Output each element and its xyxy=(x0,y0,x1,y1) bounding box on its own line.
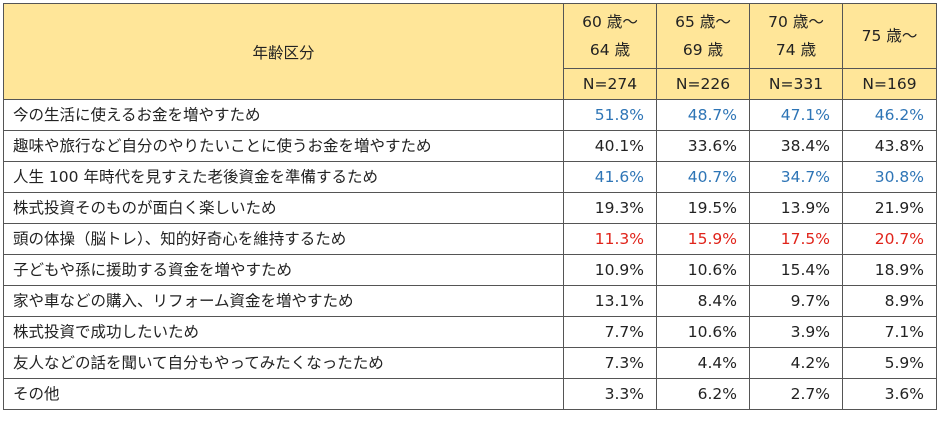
age-line2: 64 歳 xyxy=(589,41,631,59)
table-body: 今の生活に使えるお金を増やすため 51.8% 48.7% 47.1% 46.2% 趣味や旅… xyxy=(3,99,937,410)
value-cell: 48.7% xyxy=(656,99,750,131)
value-cell: 4.2% xyxy=(749,347,843,379)
header-age-70-74: 70 歳〜 74 歳 xyxy=(749,3,843,69)
value-cell: 46.2% xyxy=(842,99,937,131)
row-label: 人生 100 年時代を見すえた老後資金を準備するため xyxy=(3,161,564,193)
header-n-65-69: N=226 xyxy=(656,68,750,100)
value-cell: 15.4% xyxy=(749,254,843,286)
row-label: 今の生活に使えるお金を増やすため xyxy=(3,99,564,131)
value-cell: 3.9% xyxy=(749,316,843,348)
value-cell: 47.1% xyxy=(749,99,843,131)
row-label: 家や車などの購入、リフォーム資金を増やすため xyxy=(3,285,564,317)
value-cell: 13.9% xyxy=(749,192,843,224)
value-cell: 9.7% xyxy=(749,285,843,317)
value-cell: 8.9% xyxy=(842,285,937,317)
table-row: 株式投資そのものが面白く楽しいため 19.3% 19.5% 13.9% 21.9% xyxy=(3,192,937,224)
value-cell: 10.9% xyxy=(563,254,657,286)
table-row: その他 3.3% 6.2% 2.7% 3.6% xyxy=(3,378,937,410)
header-age-65-69: 65 歳〜 69 歳 xyxy=(656,3,750,69)
header-age-60-64: 60 歳〜 64 歳 xyxy=(563,3,657,69)
header-n-75-plus: N=169 xyxy=(842,68,937,100)
value-cell: 21.9% xyxy=(842,192,937,224)
value-cell: 30.8% xyxy=(842,161,937,193)
value-cell: 43.8% xyxy=(842,130,937,162)
row-label: 趣味や旅行など自分のやりたいことに使うお金を増やすため xyxy=(3,130,564,162)
row-label: 友人などの話を聞いて自分もやってみたくなったため xyxy=(3,347,564,379)
age-line1: 75 歳〜 xyxy=(861,27,918,45)
age-line1: 65 歳〜 xyxy=(675,13,731,31)
table-row: 子どもや孫に援助する資金を増やすため 10.9% 10.6% 15.4% 18.9% xyxy=(3,254,937,286)
value-cell: 5.9% xyxy=(842,347,937,379)
value-cell: 40.7% xyxy=(656,161,750,193)
table-row: 今の生活に使えるお金を増やすため 51.8% 48.7% 47.1% 46.2% xyxy=(3,99,937,131)
value-cell: 13.1% xyxy=(563,285,657,317)
table-row: 友人などの話を聞いて自分もやってみたくなったため 7.3% 4.4% 4.2% 5.9% xyxy=(3,347,937,379)
value-cell: 10.6% xyxy=(656,316,750,348)
row-label: その他 xyxy=(3,378,564,410)
value-cell: 34.7% xyxy=(749,161,843,193)
value-cell: 40.1% xyxy=(563,130,657,162)
row-label: 頭の体操（脳トレ）、知的好奇心を維持するため xyxy=(3,223,564,255)
value-cell: 4.4% xyxy=(656,347,750,379)
value-cell: 19.5% xyxy=(656,192,750,224)
header-n-70-74: N=331 xyxy=(749,68,843,100)
age-line2: 74 歳 xyxy=(775,41,817,59)
value-cell: 19.3% xyxy=(563,192,657,224)
value-cell: 3.3% xyxy=(563,378,657,410)
value-cell: 3.6% xyxy=(842,378,937,410)
table-row: 趣味や旅行など自分のやりたいことに使うお金を増やすため 40.1% 33.6% 38.… xyxy=(3,130,937,162)
age-line1: 70 歳〜 xyxy=(768,13,824,31)
survey-table: 年齢区分 60 歳〜 64 歳 65 歳〜 69 歳 70 歳〜 74 歳 75… xyxy=(3,3,937,410)
value-cell: 10.6% xyxy=(656,254,750,286)
value-cell: 17.5% xyxy=(749,223,843,255)
row-label: 子どもや孫に援助する資金を増やすため xyxy=(3,254,564,286)
header-n-60-64: N=274 xyxy=(563,68,657,100)
value-cell: 15.9% xyxy=(656,223,750,255)
value-cell: 38.4% xyxy=(749,130,843,162)
value-cell: 41.6% xyxy=(563,161,657,193)
table-row: 頭の体操（脳トレ）、知的好奇心を維持するため 11.3% 15.9% 17.5% 20.… xyxy=(3,223,937,255)
value-cell: 2.7% xyxy=(749,378,843,410)
row-label: 株式投資で成功したいため xyxy=(3,316,564,348)
table-row: 家や車などの購入、リフォーム資金を増やすため 13.1% 8.4% 9.7% 8.9% xyxy=(3,285,937,317)
table-row: 株式投資で成功したいため 7.7% 10.6% 3.9% 7.1% xyxy=(3,316,937,348)
header-age-75-plus: 75 歳〜 xyxy=(842,3,937,69)
value-cell: 18.9% xyxy=(842,254,937,286)
value-cell: 33.6% xyxy=(656,130,750,162)
header-age-category: 年齢区分 xyxy=(3,3,564,100)
value-cell: 7.7% xyxy=(563,316,657,348)
table-row: 人生 100 年時代を見すえた老後資金を準備するため 41.6% 40.7% 34.7… xyxy=(3,161,937,193)
value-cell: 11.3% xyxy=(563,223,657,255)
row-label: 株式投資そのものが面白く楽しいため xyxy=(3,192,564,224)
age-line1: 60 歳〜 xyxy=(582,13,638,31)
value-cell: 20.7% xyxy=(842,223,937,255)
age-line2: 69 歳 xyxy=(682,41,724,59)
value-cell: 6.2% xyxy=(656,378,750,410)
value-cell: 7.1% xyxy=(842,316,937,348)
value-cell: 7.3% xyxy=(563,347,657,379)
value-cell: 51.8% xyxy=(563,99,657,131)
value-cell: 8.4% xyxy=(656,285,750,317)
